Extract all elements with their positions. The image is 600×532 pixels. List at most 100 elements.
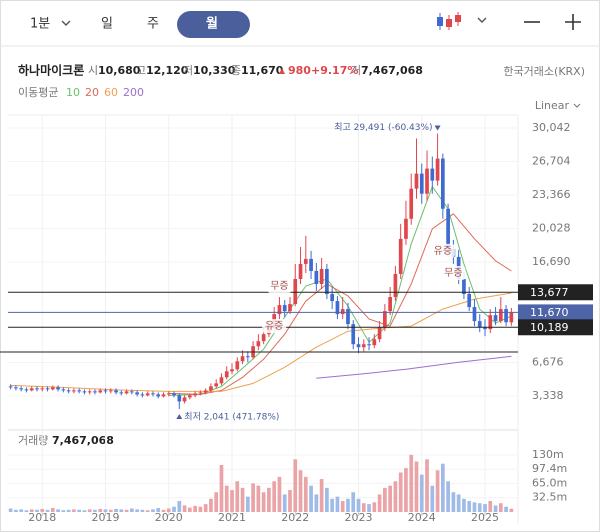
candle-body: [388, 297, 392, 312]
volume-bar: [398, 472, 403, 512]
volume-bar: [293, 459, 298, 512]
candle-body: [319, 268, 324, 284]
level-label: 13,677: [530, 286, 569, 299]
candle-body: [61, 389, 66, 391]
period-tab[interactable]: 일: [101, 17, 113, 32]
period-tab-selected[interactable]: 월: [206, 16, 218, 32]
dropdown-icon[interactable]: [477, 17, 487, 23]
volume-bar: [77, 509, 82, 512]
candle-body: [430, 168, 435, 181]
volume-bar: [40, 508, 45, 512]
volume-bar: [224, 485, 229, 512]
volume-bar: [288, 490, 292, 512]
x-tick-label: 2025: [471, 511, 499, 524]
ma-line: [168, 185, 512, 396]
candle-body: [29, 388, 34, 391]
volume-bar: [467, 501, 472, 512]
volume-bar: [135, 509, 139, 512]
candle-body: [82, 391, 87, 393]
candle-body: [124, 391, 129, 394]
volume-bar: [440, 463, 445, 512]
volume-bar: [504, 506, 508, 512]
volume-bar: [235, 481, 240, 512]
volume-bar: [414, 461, 419, 512]
volume-bar: [277, 476, 282, 512]
volume-bar: [261, 492, 266, 512]
candle-body: [277, 305, 282, 315]
volume-bar: [156, 508, 161, 512]
scale-mode[interactable]: Linear: [535, 99, 570, 112]
candle-body: [45, 388, 50, 390]
candle-body: [156, 394, 161, 397]
y-tick-label: 3,338: [532, 389, 564, 402]
x-tick-label: 2020: [155, 511, 183, 524]
volume-bar: [309, 485, 313, 512]
candle-body: [93, 391, 97, 393]
volume-bar: [451, 492, 456, 512]
candle-body: [214, 383, 219, 387]
y-tick-label: 65.0m: [532, 476, 567, 489]
period-tab[interactable]: 1분: [30, 17, 50, 32]
volume-bar: [24, 510, 29, 512]
candle-body: [293, 278, 298, 305]
x-tick-label: 2018: [28, 511, 56, 524]
volume-bar: [209, 498, 213, 512]
period-tab[interactable]: 주: [147, 17, 159, 32]
candle-body: [219, 377, 224, 384]
candle-body: [140, 394, 145, 396]
chart-type-icon[interactable]: [437, 12, 461, 30]
quote-field-label: 종: [231, 64, 241, 77]
candle-body: [314, 270, 319, 284]
volume-bar: [340, 501, 345, 512]
candle-body: [224, 371, 229, 378]
candle-body: [309, 258, 313, 271]
dropdown-icon[interactable]: [61, 20, 71, 26]
candle-body: [50, 387, 55, 390]
candle-body: [35, 388, 39, 390]
volume-bar: [472, 502, 477, 512]
candle-body: [356, 344, 361, 348]
volume-bar: [61, 510, 66, 512]
candle-body: [372, 339, 377, 346]
ma-legend-item: 200: [123, 86, 144, 99]
volume-bar: [172, 506, 176, 512]
candle-body: [135, 392, 139, 395]
x-tick-label: 2023: [345, 511, 373, 524]
candle-body: [193, 393, 197, 396]
volume-bar: [330, 498, 335, 512]
volume-bar: [45, 509, 50, 512]
volume-bar: [187, 507, 192, 512]
volume-bar: [498, 503, 503, 512]
dropdown-icon[interactable]: [573, 103, 581, 108]
volume-bar: [388, 485, 392, 512]
candle-body: [72, 390, 76, 392]
volume-bar: [303, 476, 308, 512]
volume-bar: [93, 509, 97, 512]
volume-bar: [87, 509, 92, 512]
volume-bar: [245, 496, 250, 512]
candle-body: [114, 390, 118, 393]
candle-body: [14, 387, 18, 389]
candle-body: [488, 315, 493, 330]
volume-bar: [161, 509, 166, 512]
volume-bar: [230, 490, 234, 512]
volume-bar: [140, 509, 145, 512]
event-label: 유증: [265, 320, 283, 332]
volume-bar: [314, 494, 319, 512]
volume-bar: [335, 496, 340, 512]
candle-body: [209, 386, 213, 391]
candle-body: [335, 301, 340, 315]
volume-bar: [114, 508, 118, 512]
event-badge: [262, 319, 287, 334]
zoom-in-button[interactable]: [565, 14, 581, 30]
volume-bar: [477, 503, 482, 512]
candle-body: [235, 361, 240, 370]
candle-body: [198, 392, 203, 394]
candle-body: [8, 386, 13, 388]
candle-body: [435, 158, 440, 181]
candle-body: [298, 263, 303, 279]
volume-bar: [35, 509, 39, 512]
y-tick-label: 30,042: [532, 121, 571, 134]
candle-body: [425, 168, 429, 194]
volume-bar: [298, 470, 303, 512]
